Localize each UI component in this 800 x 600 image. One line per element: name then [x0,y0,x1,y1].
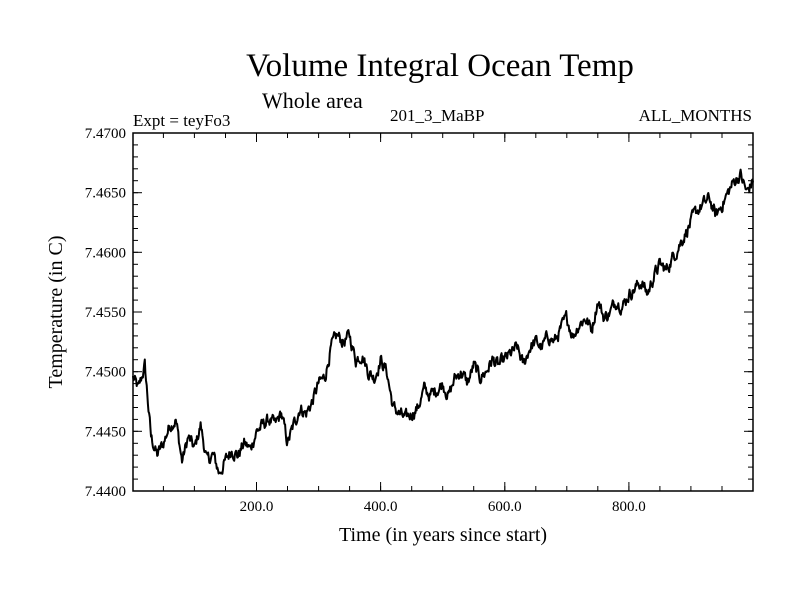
x-axis-label: Time (in years since start) [339,524,547,546]
y-axis-label: Temperature (in C) [45,236,67,389]
experiment-label: Expt = teyFo3 [133,111,231,130]
chart-subtitle: Whole area [262,88,363,113]
y-tick-label: 7.4550 [85,305,126,321]
y-tick-label: 7.4450 [85,424,126,440]
plot-frame [132,132,754,492]
x-tick-label: 400.0 [364,499,398,515]
chart-title: Volume Integral Ocean Temp [246,48,634,84]
x-tick-label: 200.0 [240,499,274,515]
tick-labels: 7.4400 7.4450 7.4500 7.4550 7.4600 7.4650 7.47… [85,126,646,515]
y-tick-label: 7.4650 [85,186,126,202]
x-tick-label: 800.0 [612,499,646,515]
y-tick-label: 7.4600 [85,245,126,261]
months-label: ALL_MONTHS [638,106,752,125]
y-tick-label: 7.4400 [85,484,126,500]
period-label: 201_3_MaBP [390,106,485,125]
axis-ticks [133,132,753,492]
x-tick-label: 600.0 [488,499,522,515]
y-tick-label: 7.4700 [85,126,126,142]
y-tick-label: 7.4500 [85,365,126,381]
series-line [132,168,754,475]
